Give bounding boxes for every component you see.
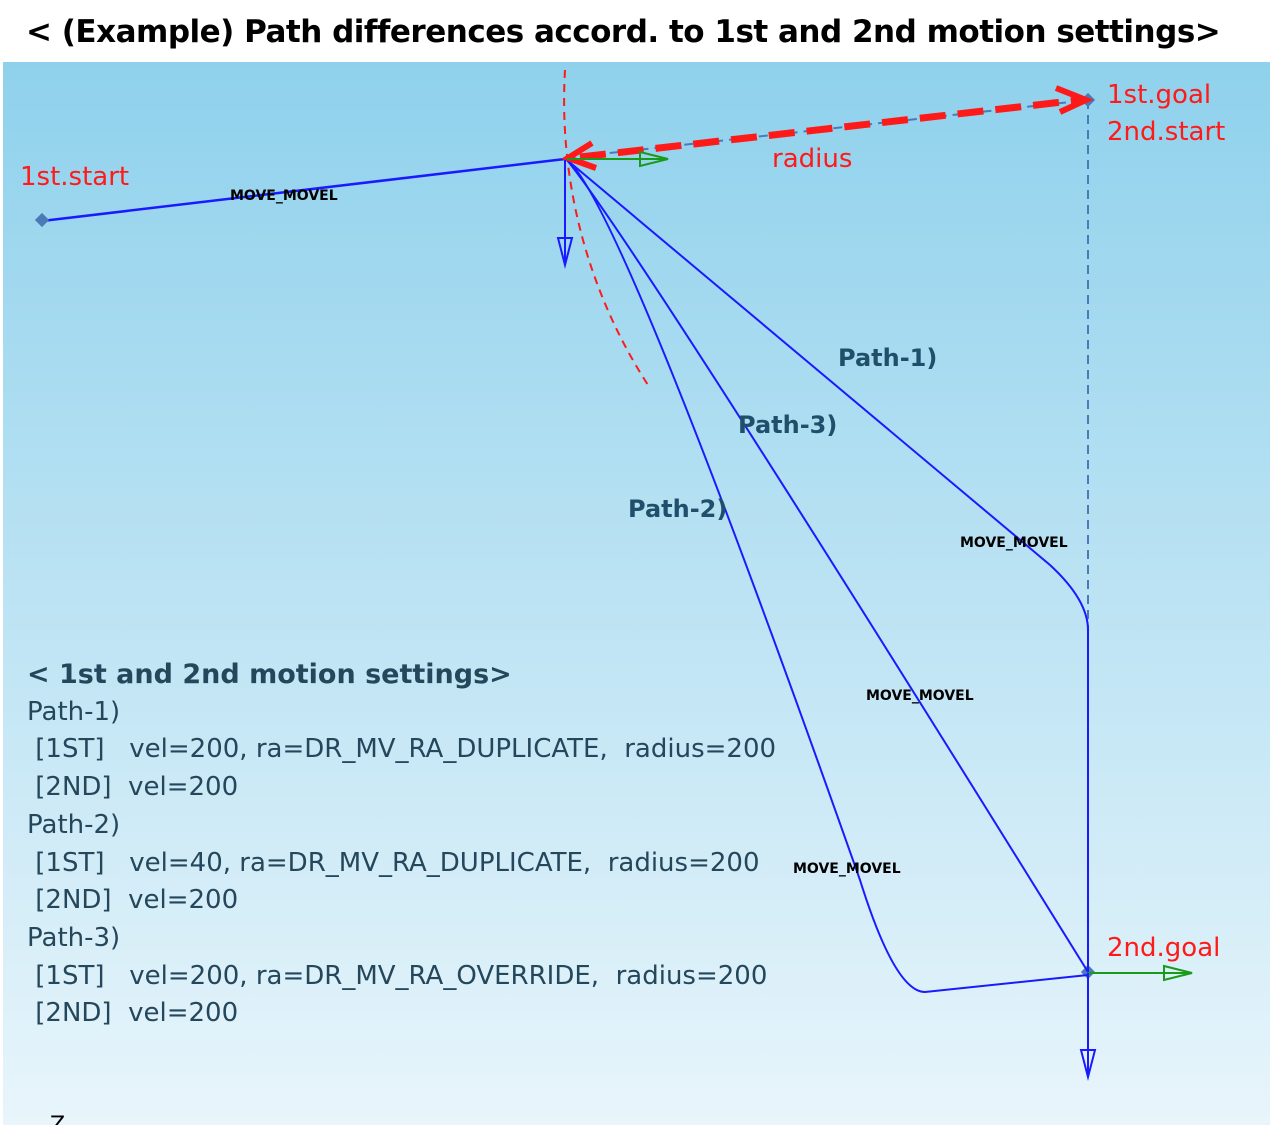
- settings-line: [1ST] vel=200, ra=DR_MV_RA_OVERRIDE, rad…: [27, 960, 768, 991]
- move-label-4: MOVE_MOVEL: [793, 861, 901, 877]
- move-label-3: MOVE_MOVEL: [866, 688, 974, 704]
- x-axis-arrowhead-goal-icon: [1163, 964, 1193, 982]
- label-1st-goal: 1st.goal: [1107, 80, 1211, 110]
- settings-line: Path-1): [27, 696, 121, 727]
- path-3-line: [566, 159, 1089, 973]
- settings-line: Path-2): [27, 809, 121, 840]
- path-1-line: [566, 159, 1089, 972]
- label-path-3: Path-3): [738, 411, 837, 439]
- settings-line: [2ND] vel=200: [27, 998, 239, 1029]
- radius-arrow: [579, 96, 1081, 161]
- start-marker: [34, 212, 50, 228]
- diagram-panel: [3, 62, 1270, 1125]
- label-path-1: Path-1): [838, 344, 937, 372]
- settings-line: [2ND] vel=200: [27, 772, 239, 803]
- label-1st-start: 1st.start: [20, 162, 129, 192]
- radius-arc: [563, 69, 649, 386]
- move-label-2: MOVE_MOVEL: [960, 535, 1068, 551]
- x-axis-arrowhead-icon: [639, 150, 669, 168]
- page-title: < (Example) Path differences accord. to …: [26, 14, 1221, 50]
- label-radius: radius: [772, 144, 852, 174]
- settings-line: [1ST] vel=40, ra=DR_MV_RA_DUPLICATE, rad…: [27, 847, 760, 878]
- settings-line: [1ST] vel=200, ra=DR_MV_RA_DUPLICATE, ra…: [27, 734, 777, 765]
- first-segment: [41, 157, 566, 223]
- label-path-2: Path-2): [628, 495, 727, 523]
- path-2-line: [566, 159, 1089, 994]
- settings-line: [2ND] vel=200: [27, 885, 239, 916]
- radius-arrowhead-goal: [1054, 85, 1094, 115]
- z-axis-arrowhead-goal-icon: [1079, 1049, 1097, 1081]
- z-axis-arrowhead-icon: [556, 237, 574, 269]
- label-2nd-start: 2nd.start: [1107, 117, 1225, 147]
- settings-heading: < 1st and 2nd motion settings>: [27, 659, 512, 690]
- axis-z-label: Z: [50, 1113, 65, 1125]
- settings-line: Path-3): [27, 922, 121, 953]
- move-label-1: MOVE_MOVEL: [230, 188, 338, 204]
- label-2nd-goal: 2nd.goal: [1107, 933, 1220, 963]
- motion-settings: < 1st and 2nd motion settings> Path-1) [1…: [27, 656, 776, 1033]
